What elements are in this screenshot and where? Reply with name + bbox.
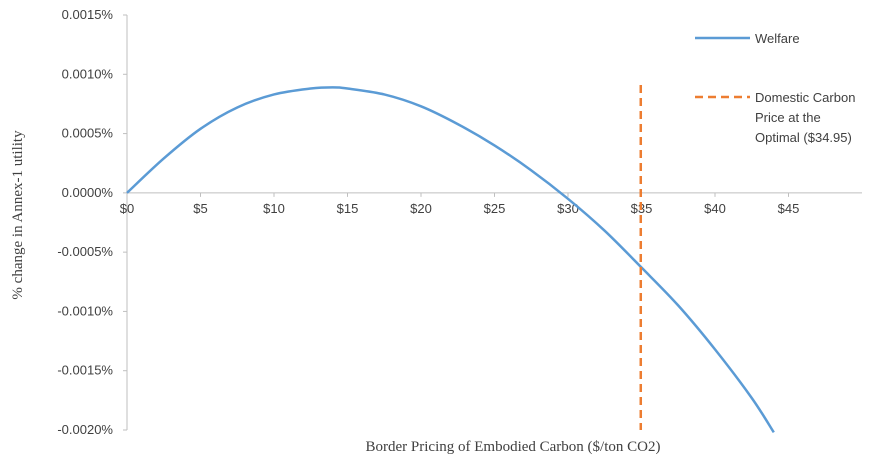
y-axis-title: % change in Annex-1 utility — [10, 130, 26, 300]
y-tick-label: -0.0015% — [57, 363, 113, 378]
y-tick-label: -0.0010% — [57, 303, 113, 318]
x-tick-label: $20 — [410, 201, 432, 216]
series-layer — [126, 84, 775, 434]
y-tick-label: -0.0020% — [57, 422, 113, 437]
legend-label-line: Domestic Carbon — [755, 90, 855, 105]
x-axis-title: Border Pricing of Embodied Carbon ($/ton… — [366, 439, 661, 455]
legend-label-line: Optimal ($34.95) — [755, 130, 852, 145]
x-tick-label: $0 — [120, 201, 134, 216]
x-tick-label: $30 — [557, 201, 579, 216]
x-tick-label: $40 — [704, 201, 726, 216]
axes — [123, 14, 862, 431]
legend-label-domestic-carbon-price: Domestic Carbon Price at the Optimal ($34.… — [755, 90, 855, 145]
y-tick-label: 0.0005% — [62, 126, 114, 141]
y-tick-label: 0.0000% — [62, 185, 114, 200]
x-tick-label: $45 — [778, 201, 800, 216]
x-tick-label: $5 — [193, 201, 207, 216]
y-tick-label: -0.0005% — [57, 244, 113, 259]
y-tick-label: 0.0010% — [62, 66, 114, 81]
series-line-welfare — [126, 86, 775, 434]
legend-label-line: Price at the — [755, 110, 821, 125]
legend: Welfare Domestic Carbon Price at the Optima… — [695, 31, 855, 145]
legend-label-welfare: Welfare — [755, 31, 800, 46]
x-tick-label: $15 — [337, 201, 359, 216]
y-tick-label: 0.0015% — [62, 7, 114, 22]
x-tick-labels: $0$5$10$15$20$25$30$35$40$45 — [120, 201, 800, 216]
x-tick-label: $10 — [263, 201, 285, 216]
y-tick-labels: 0.0015% 0.0010% 0.0005% 0.0000% -0.0005% -0.0… — [57, 7, 113, 437]
x-tick-label: $25 — [484, 201, 506, 216]
